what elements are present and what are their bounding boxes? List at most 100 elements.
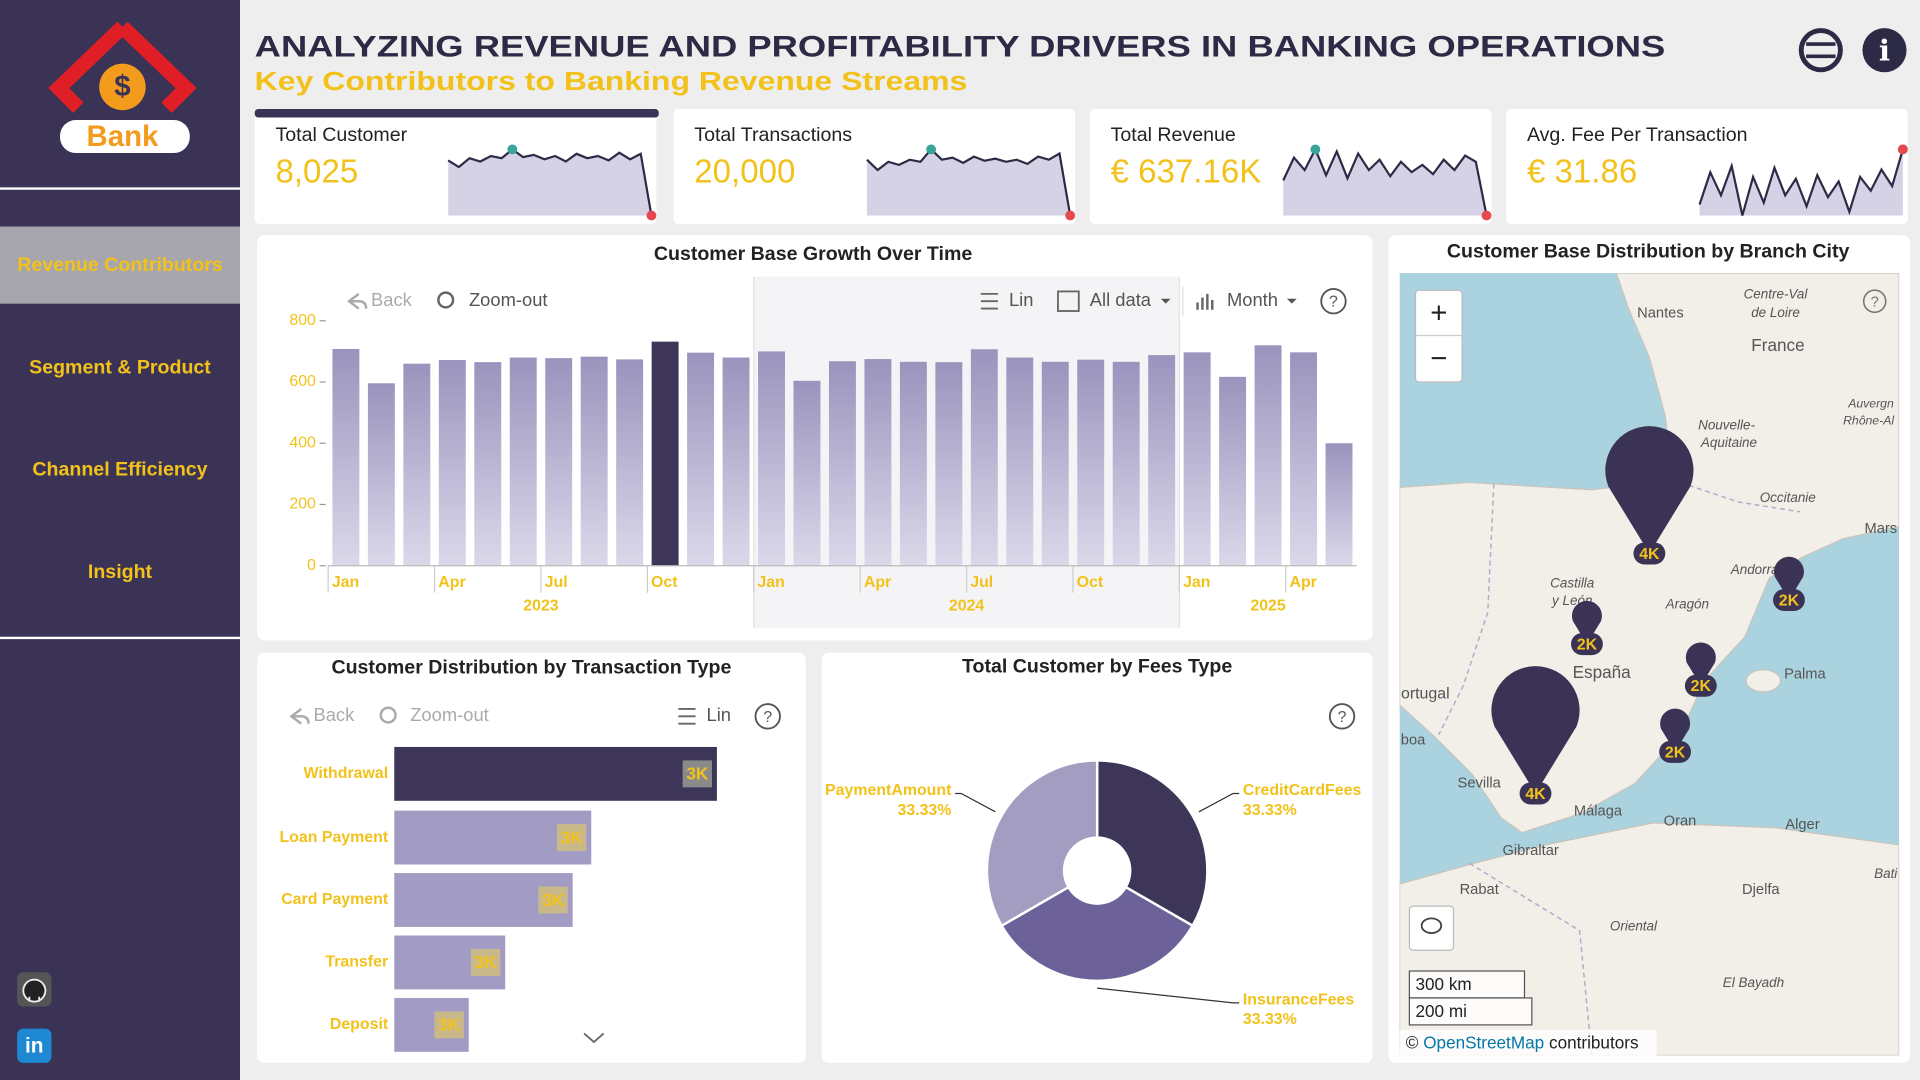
place-label: Centre-Val xyxy=(1744,287,1809,302)
help-icon[interactable] xyxy=(1320,288,1347,315)
bar xyxy=(828,361,856,566)
nav-item[interactable]: Revenue Contributors xyxy=(17,254,223,276)
map-pin[interactable] xyxy=(1491,666,1580,794)
toolbar-back[interactable]: Back xyxy=(313,704,355,725)
pin-label: 4K xyxy=(1525,786,1546,803)
bar xyxy=(438,360,466,566)
pin-label: 2K xyxy=(1665,744,1686,761)
kpi-value: € 637.16K xyxy=(1111,154,1262,191)
header-title: ANALYZING REVENUE AND PROFITABILITY DRIV… xyxy=(255,31,1666,64)
y-category-label: Loan Payment xyxy=(279,829,388,846)
map-pin[interactable] xyxy=(1774,556,1804,600)
toolbar-scale[interactable]: Lin xyxy=(1009,289,1034,310)
help-text: ? xyxy=(1329,294,1338,311)
linkedin-text: in xyxy=(25,1034,43,1057)
bar xyxy=(1183,352,1211,566)
place-label: Mars xyxy=(1864,521,1897,537)
sparkline-max xyxy=(1310,144,1321,155)
zoom-out[interactable]: − xyxy=(1430,342,1447,375)
toolbar-granularity[interactable]: Month xyxy=(1227,289,1278,310)
map-pin[interactable] xyxy=(1660,708,1691,752)
x-tick-label: Jul xyxy=(545,574,568,591)
attribution-link[interactable]: OpenStreetMap xyxy=(1423,1032,1544,1052)
place-label: boa xyxy=(1401,733,1426,749)
place-label: ortugal xyxy=(1401,685,1450,702)
place-label: Rhône-Al xyxy=(1843,413,1894,427)
map-pin[interactable] xyxy=(1571,600,1602,645)
lasso-icon xyxy=(1420,917,1443,934)
toolbar-scale[interactable]: Lin xyxy=(707,704,732,725)
map-title: Customer Base Distribution by Branch Cit… xyxy=(1447,240,1850,262)
sidebar xyxy=(0,0,240,1080)
map-pin[interactable] xyxy=(1685,642,1716,686)
pie-value-label: 33.33% xyxy=(1243,802,1297,819)
x-tick-label: Apr xyxy=(864,574,891,591)
place-label: Oran xyxy=(1664,814,1697,830)
y-tick-label: 600 xyxy=(289,373,316,390)
bar xyxy=(1077,359,1105,566)
place-label: Málaga xyxy=(1574,804,1623,820)
y-tick-label: 0 xyxy=(307,557,316,574)
bar xyxy=(1325,443,1353,566)
place-label: Palma xyxy=(1784,667,1826,683)
bar xyxy=(1148,355,1176,566)
place-label: Andorra xyxy=(1730,562,1779,577)
map-pin[interactable] xyxy=(1605,426,1694,554)
pie-label: InsuranceFees xyxy=(1243,992,1355,1009)
scale-bar xyxy=(1408,970,1526,999)
place-label: Oriental xyxy=(1610,919,1658,934)
pie-label: CreditCardFees xyxy=(1243,782,1362,799)
map-help[interactable] xyxy=(1862,289,1887,314)
sparkline-area xyxy=(866,149,1071,216)
bar xyxy=(758,351,785,566)
help-icon[interactable] xyxy=(1328,703,1356,730)
y-tick-label: 400 xyxy=(289,434,316,451)
bar xyxy=(1290,352,1318,566)
pin-label: 2K xyxy=(1691,678,1712,695)
bar xyxy=(935,362,963,566)
nav-item[interactable]: Segment & Product xyxy=(29,357,211,379)
y-category-label: Card Payment xyxy=(281,891,389,908)
pin-label-bg xyxy=(1519,782,1552,805)
sparkline-last xyxy=(1065,210,1076,221)
sparkline-last xyxy=(1897,144,1908,155)
x-tick-label: Jan xyxy=(1183,574,1210,591)
zoom-in[interactable]: + xyxy=(1430,296,1447,329)
nav-item[interactable]: Channel Efficiency xyxy=(32,458,207,480)
value-label-bg xyxy=(556,824,587,852)
pie-slice xyxy=(985,759,1099,928)
place-label: Castilla xyxy=(1550,576,1595,591)
lin-icon xyxy=(980,292,998,310)
sparkline-max xyxy=(507,144,518,155)
value-label: 3K xyxy=(542,890,565,910)
bar xyxy=(1219,376,1247,566)
pie-labels: CreditCardFees 33.33% InsuranceFees 33.33% P… xyxy=(825,782,1361,1028)
leader-line xyxy=(955,792,996,813)
lasso-button[interactable] xyxy=(1408,905,1455,951)
dropdown xyxy=(1286,298,1297,304)
linkedin-icon[interactable] xyxy=(17,1028,52,1063)
help-icon[interactable] xyxy=(754,703,781,730)
year-label: 2025 xyxy=(1250,597,1286,614)
toolbar-back[interactable]: Back xyxy=(371,289,413,310)
toolbar-zoom_out[interactable]: Zoom-out xyxy=(410,704,489,725)
toolbar-range[interactable]: All data xyxy=(1090,289,1152,310)
map: Nantes Centre-Val de Loire France Nouvelle- A… xyxy=(1399,273,1900,1056)
place-label: France xyxy=(1751,335,1804,355)
info-icon[interactable] xyxy=(1862,28,1907,73)
nav-item[interactable]: Insight xyxy=(88,561,153,583)
refresh-icon[interactable] xyxy=(1798,28,1843,73)
x-tick-label: Apr xyxy=(438,574,465,591)
y-category-label: Withdrawal xyxy=(303,765,388,782)
help-text: ? xyxy=(1338,709,1347,726)
bar xyxy=(1112,361,1140,566)
place-label: España xyxy=(1573,662,1632,682)
panel xyxy=(821,652,1373,1063)
value-label-bg xyxy=(434,1011,464,1039)
year-label: 2023 xyxy=(523,597,559,614)
lin-icon xyxy=(678,708,696,725)
bar xyxy=(580,356,608,566)
value-label: 3K xyxy=(561,827,584,847)
zoom-icon xyxy=(379,706,397,724)
toolbar-zoom_out[interactable]: Zoom-out xyxy=(469,289,548,310)
